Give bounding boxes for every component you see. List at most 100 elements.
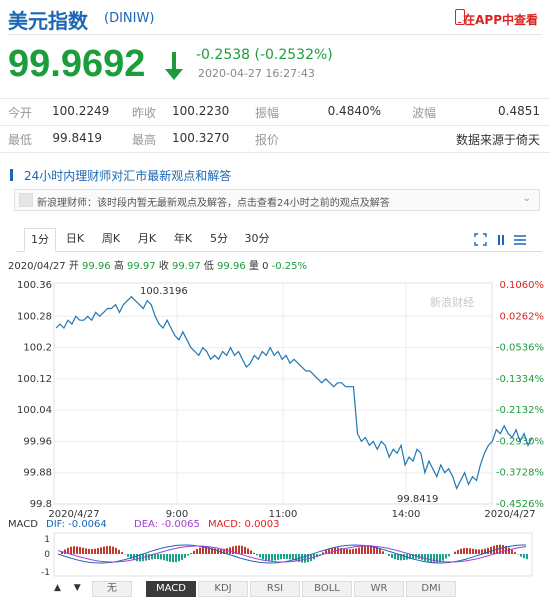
stat-label: 波幅 [412, 106, 437, 120]
chart-canvas[interactable]: 100.36 0.1060% 100.28 0.0262% 100.2 -0.0536% 1… [0, 252, 550, 599]
macd-bar [358, 547, 360, 554]
advisor-message[interactable]: 新浪理财师：该时段内暂无最新观点及解答，点击查看24小时之前的观点及解答 [37, 198, 390, 209]
y-tick-right: -0.1334% [496, 374, 544, 385]
macd-bar [202, 546, 204, 554]
ind-tab-macd[interactable]: MACD [146, 581, 196, 597]
y-tick-right: -0.2132% [496, 405, 544, 416]
macd-bar [514, 552, 516, 554]
macd-bar [397, 554, 399, 561]
macd-bar [463, 548, 465, 554]
more-icon[interactable] [498, 235, 504, 245]
macd-bar [361, 546, 363, 554]
macd-bar [238, 545, 240, 554]
ind-tab-boll[interactable]: BOLL [302, 581, 352, 597]
macd-bar [145, 554, 147, 561]
macd-bar [340, 548, 342, 554]
tab-1min[interactable]: 1分 [24, 228, 56, 252]
macd-bar [178, 554, 180, 562]
macd-bar [67, 547, 69, 554]
macd-bar [367, 545, 369, 554]
macd-axis-tick: 1 [44, 535, 50, 545]
macd-label: MACD [8, 519, 38, 530]
macd-bar [103, 546, 105, 554]
nav-arrows: ▲ ▼ [54, 583, 81, 593]
macd-bar [166, 554, 168, 562]
next-arrow-icon[interactable]: ▼ [73, 583, 81, 593]
macd-bar [355, 548, 357, 554]
stats-divider [0, 125, 550, 126]
tab-5min[interactable]: 5分 [210, 232, 228, 245]
stat-label: 今开 [8, 106, 33, 120]
macd-bar [295, 554, 297, 562]
macd-bar [175, 554, 177, 563]
macd-bar [94, 548, 96, 554]
macd-bar [304, 554, 306, 563]
y-tick-left: 99.96 [23, 436, 52, 447]
macd-bar [160, 554, 162, 560]
macd-bar [403, 554, 405, 561]
y-tick-left: 100.36 [17, 280, 52, 291]
macd-bar [499, 544, 501, 554]
macd-axis-tick: -1 [41, 568, 50, 578]
macd-bar [508, 547, 510, 554]
ind-tab-none[interactable]: 无 [92, 581, 132, 597]
info-close: 99.97 [172, 261, 201, 272]
tab-daily[interactable]: 日K [65, 232, 85, 245]
macd-bar [127, 554, 129, 557]
macd-bar [526, 554, 528, 560]
tab-weekly[interactable]: 周K [101, 232, 121, 245]
macd-bar [157, 554, 159, 560]
macd-frame [53, 532, 533, 577]
macd-bar [223, 548, 225, 554]
macd-bar [472, 548, 474, 554]
phone-icon[interactable] [455, 9, 465, 25]
macd-value: MACD: 0.0003 [208, 519, 280, 530]
price-change: -0.2538 (-0.2532%) [196, 47, 333, 63]
header-divider [8, 34, 542, 35]
tab-monthly[interactable]: 月K [137, 232, 157, 245]
prev-arrow-icon[interactable]: ▲ [54, 583, 61, 593]
tab-yearly[interactable]: 年K [173, 232, 193, 245]
macd-bar [325, 550, 327, 554]
chart-info-line: 2020/04/27 开 99.96 高 99.97 收 99.97 低 99.… [8, 257, 307, 272]
advisor-message-box[interactable]: 新浪理财师：该时段内暂无最新观点及解答，点击查看24小时之前的观点及解答 ⌄ [14, 189, 540, 211]
macd-bar [115, 547, 117, 554]
macd-dea: DEA: -0.0065 [134, 519, 200, 530]
macd-bar [469, 548, 471, 554]
y-tick-left: 100.04 [17, 405, 52, 416]
macd-bar [262, 554, 264, 560]
advisor-banner-text[interactable]: 24小时内理财师对汇市最新观点和解答 [24, 169, 232, 183]
macd-dif: DIF: -0.0064 [46, 519, 107, 530]
advisor-avatar [19, 193, 33, 207]
ind-tab-rsi[interactable]: RSI [250, 581, 300, 597]
stat-label: 昨收 [132, 106, 157, 120]
macd-bar [316, 554, 318, 558]
macd-bar [466, 548, 468, 554]
macd-bar [259, 554, 261, 558]
macd-bar [484, 548, 486, 554]
down-arrow-icon [165, 52, 183, 80]
ind-tab-dmi[interactable]: DMI [406, 581, 456, 597]
macd-axis-tick: 0 [44, 550, 50, 560]
price-line [55, 295, 533, 490]
open-in-app-link[interactable]: 在APP中查看 [463, 13, 538, 27]
fullscreen-icon[interactable] [474, 233, 487, 246]
macd-bar [73, 546, 75, 554]
ind-tab-kdj[interactable]: KDJ [198, 581, 248, 597]
advisor-banner[interactable]: 24小时内理财师对汇市最新观点和解答 [8, 164, 542, 186]
settings-icon[interactable] [514, 235, 526, 245]
macd-bar [148, 554, 150, 560]
macd-bar [427, 554, 429, 562]
tab-30min[interactable]: 30分 [244, 232, 270, 245]
expand-chevron-icon[interactable]: ⌄ [522, 193, 531, 204]
macd-bar [430, 554, 432, 563]
macd-bar [364, 545, 366, 554]
plot-frame [53, 282, 493, 505]
ind-tab-wr[interactable]: WR [354, 581, 404, 597]
chart-tools [474, 233, 534, 250]
info-volume: 0 [262, 261, 269, 272]
macd-bar [205, 546, 207, 554]
macd-bar [283, 554, 285, 559]
price-chart[interactable]: 2020/04/27 开 99.96 高 99.97 收 99.97 低 99.… [0, 252, 550, 599]
info-open-label: 开 [68, 261, 79, 272]
